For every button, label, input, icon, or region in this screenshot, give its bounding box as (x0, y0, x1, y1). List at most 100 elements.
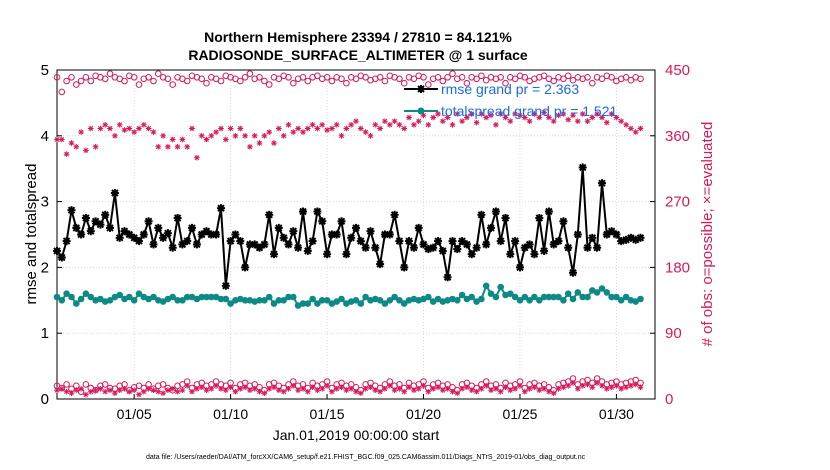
evaluated-obs-point (507, 118, 514, 124)
evaluated-obs-point (473, 388, 480, 395)
legend-rmse-label: rmse grand pr = 2.363 (441, 81, 579, 97)
evaluated-obs-point (304, 388, 311, 395)
evaluated-obs-point (83, 391, 89, 398)
spread-point (560, 297, 567, 304)
evaluated-obs-point (574, 385, 581, 392)
spread-point (179, 297, 186, 304)
evaluated-obs-point (415, 385, 422, 392)
rmse-point (602, 230, 611, 239)
spread-point (478, 295, 485, 303)
evaluated-obs-point (362, 385, 369, 392)
evaluated-obs-point (623, 122, 629, 128)
evaluated-obs-point (464, 114, 470, 121)
evaluated-obs-point (136, 125, 142, 132)
spread-point (309, 295, 316, 303)
chart-subtitle: RADIOSONDE_SURFACE_ALTIMETER @ 1 surface (188, 47, 528, 63)
chart-title: Northern Hemisphere 23394 / 27810 = 84.1… (204, 29, 512, 45)
possible-obs-point (328, 77, 336, 85)
rmse-point (323, 250, 332, 259)
rmse-point (265, 210, 274, 219)
spread-point (68, 293, 75, 301)
right-tick-label: 0 (665, 391, 673, 408)
possible-obs-point (275, 75, 283, 83)
evaluated-obs-point (584, 118, 591, 124)
evaluated-obs-point (314, 387, 321, 394)
evaluated-obs-point (309, 122, 316, 128)
evaluated-obs-point (435, 384, 441, 391)
possible-obs-point (246, 70, 254, 77)
evaluated-obs-point (150, 387, 157, 394)
evaluated-obs-point (406, 384, 412, 391)
rmse-point (443, 273, 452, 282)
possible-obs-point (478, 72, 485, 80)
spread-point (492, 293, 500, 301)
possible-obs-point (444, 74, 451, 81)
series (53, 70, 645, 398)
spread-point (198, 293, 205, 301)
evaluated-obs-point (88, 125, 94, 132)
series-3 (54, 109, 644, 161)
grid (57, 69, 655, 400)
possible-obs-point (608, 74, 615, 81)
evaluated-obs-point (343, 387, 350, 394)
possible-obs-point (106, 70, 114, 77)
x-tick-label: 01/20 (406, 406, 441, 422)
evaluated-obs-point (618, 385, 625, 392)
evaluated-obs-point (367, 133, 374, 139)
possible-obs-point (68, 74, 75, 81)
spread-point (217, 295, 225, 303)
rmse-point (554, 237, 563, 246)
rmse-point (540, 246, 549, 255)
possible-obs-point (449, 70, 456, 77)
evaluated-obs-point (377, 388, 383, 395)
evaluated-obs-point (599, 382, 605, 389)
evaluated-obs-point (377, 125, 383, 132)
rmse-line (56, 167, 641, 286)
evaluated-obs-point (526, 118, 533, 124)
rmse-point (81, 214, 90, 222)
possible-obs-point (598, 75, 606, 83)
spread-point (521, 293, 529, 301)
evaluated-obs-point (213, 382, 219, 389)
possible-obs-point (420, 74, 427, 81)
evaluated-obs-point (478, 111, 485, 117)
evaluated-obs-point (295, 125, 301, 132)
rmse-point (342, 250, 351, 259)
evaluated-obs-point (184, 144, 190, 150)
data-file-footer: data file: /Users/raeder/DAI/ATM_forcXX/… (146, 454, 586, 461)
evaluated-obs-point (521, 388, 528, 395)
evaluated-obs-point (521, 114, 528, 121)
possible-obs-point (121, 77, 128, 85)
evaluated-obs-point (227, 384, 234, 391)
x-axis-label: Jan.01,2019 00:00:00 start (273, 427, 440, 443)
spread-point (545, 293, 553, 301)
evaluated-obs-point (329, 388, 335, 395)
rmse-point (135, 237, 143, 246)
rmse-point (236, 237, 245, 246)
spread-point (222, 295, 230, 303)
spread-point (617, 297, 625, 304)
x-tick-label: 01/25 (502, 406, 537, 422)
evaluated-obs-point (78, 129, 84, 135)
spread-point (285, 293, 292, 301)
rmse-point (178, 240, 187, 249)
possible-obs-point (323, 74, 331, 81)
evaluated-obs-point (131, 387, 137, 394)
rmse-point (496, 237, 505, 246)
evaluated-obs-point (599, 114, 605, 121)
possible-obs-point (560, 75, 567, 83)
evaluated-obs-point (411, 122, 417, 128)
possible-obs-point (550, 77, 558, 85)
spread-point (106, 297, 114, 304)
rmse-point (101, 210, 110, 219)
rmse-point (231, 230, 240, 239)
evaluated-obs-point (304, 125, 311, 132)
spread-point (458, 291, 466, 299)
spread-point (352, 297, 360, 304)
evaluated-obs-point (459, 385, 465, 392)
evaluated-obs-point (73, 144, 80, 150)
series-1 (53, 282, 644, 309)
rmse-point (241, 263, 250, 272)
evaluated-obs-point (198, 384, 205, 391)
evaluated-obs-point (464, 384, 470, 391)
